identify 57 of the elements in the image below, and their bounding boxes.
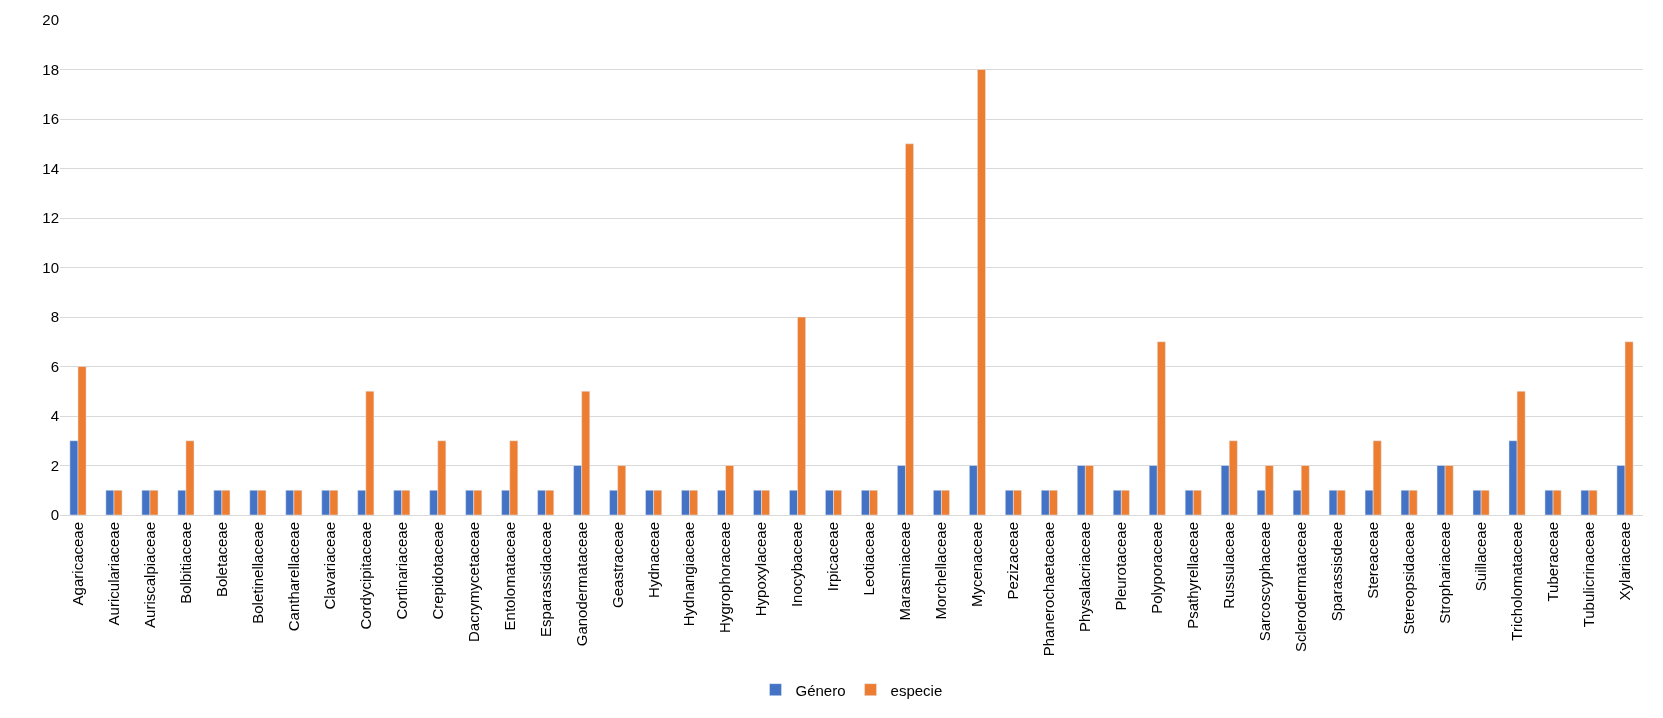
x-tick-label: Pleurotaceae [1112, 522, 1130, 611]
x-tick-label: Tubulicrinaceae [1579, 522, 1597, 628]
x-tick-label: Hydnaceae [644, 522, 662, 598]
x-tick-label: Ganodermataceae [572, 522, 590, 647]
y-tick-label: 8 [50, 308, 59, 326]
x-tick-label: Russulaceae [1220, 522, 1238, 609]
x-tick-label: Polyporaceae [1148, 522, 1166, 614]
x-tick-label: Tuberaceae [1543, 522, 1561, 602]
x-tick-label: Boletinellaceae [248, 522, 266, 624]
x-tick-label: Sparassisdeae [1328, 522, 1346, 622]
x-tick-label: Cantharellaceae [284, 522, 302, 632]
x-tick-label: Psathyrellaceae [1184, 522, 1202, 629]
x-tick-label: Hypoxylaceae [752, 522, 770, 617]
x-tick-label: Strophariaceae [1435, 522, 1453, 624]
x-tick-label: Esparassidaceae [536, 522, 554, 638]
x-tick-label: Cortinariaceae [392, 522, 410, 620]
x-tick-label: Tricholomataceae [1507, 522, 1525, 641]
x-tick-label: Physalacriaceae [1076, 522, 1094, 633]
x-tick-label: Marasmiaceae [896, 522, 914, 621]
x-tick-label: Hydnangiaceae [680, 522, 698, 627]
y-tick-label: 14 [42, 159, 59, 177]
x-tick-label: Crepidotaceae [428, 522, 446, 620]
x-tick-label: Xylariaceae [1615, 522, 1633, 601]
x-tick-label: Pezizaceae [1004, 522, 1022, 600]
x-tick-label: Hygrophoraceae [716, 522, 734, 633]
y-tick-label: 18 [42, 60, 59, 78]
legend-label: especie [890, 681, 943, 699]
x-tick-label: Inocybaceae [788, 522, 806, 608]
x-tick-label: Stereaceae [1364, 522, 1382, 599]
x-tick-label: Sclerodermataceae [1292, 522, 1310, 653]
x-tick-label: Mycenaceae [968, 522, 986, 608]
x-tick-label: Clavariaceae [320, 522, 338, 610]
x-tick-label: Phanerochaetaceae [1040, 522, 1058, 657]
x-tick-label: Agaricaceae [68, 522, 86, 606]
x-tick-label: Cordycipitaceae [356, 522, 374, 630]
y-tick-label: 10 [42, 258, 59, 276]
x-tick-label: Entolomataceae [500, 522, 518, 631]
y-tick-label: 16 [42, 110, 59, 128]
y-tick-label: 6 [50, 357, 59, 375]
x-tick-label: Suillaceae [1471, 522, 1489, 592]
x-tick-label: Irpicaceae [824, 522, 842, 592]
x-tick-label: Dacrymycetaceae [464, 522, 482, 643]
x-tick-label: Sarcoscyphaceae [1256, 522, 1274, 642]
y-tick-label: 4 [50, 407, 59, 425]
legend-label: Género [795, 681, 846, 699]
x-tick-label: Geastraceae [608, 522, 626, 608]
x-tick-label: Stereopsidaceae [1400, 522, 1418, 635]
x-tick-label: Auriculariaceae [104, 522, 122, 626]
y-tick-label: 12 [42, 209, 59, 227]
x-tick-label: Boletaceae [212, 522, 230, 598]
x-tick-label: Bolbitiaceae [176, 522, 194, 604]
x-tick-label: Morchellaceae [932, 522, 950, 620]
x-tick-label: Auriscalpiaceae [140, 522, 158, 628]
y-tick-label: 0 [50, 506, 59, 524]
y-tick-label: 20 [42, 11, 59, 29]
y-tick-label: 2 [50, 456, 59, 474]
x-tick-label: Leotiaceae [860, 522, 878, 596]
